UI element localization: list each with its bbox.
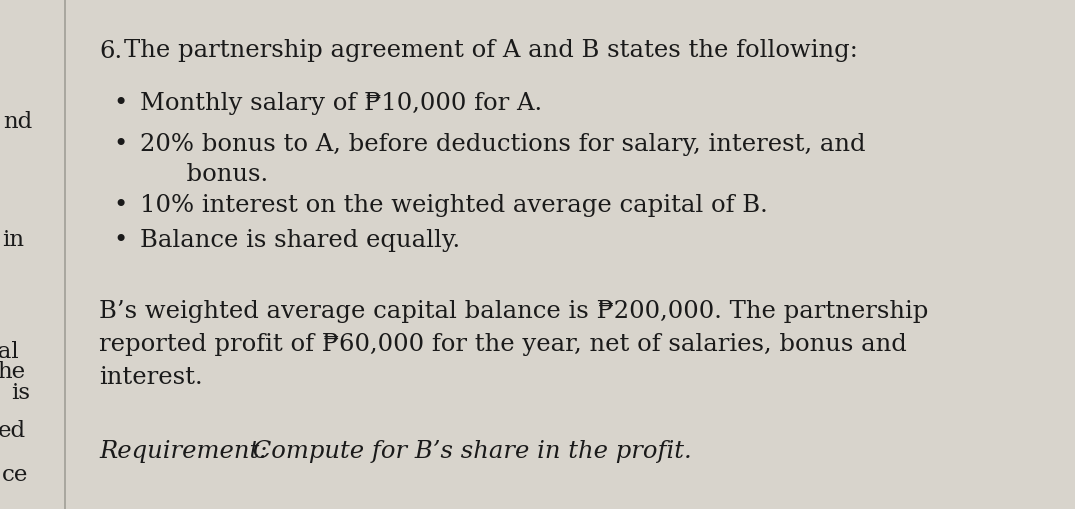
Text: B’s weighted average capital balance is ₱200,000. The partnership: B’s weighted average capital balance is … xyxy=(99,299,929,322)
Text: 6.: 6. xyxy=(99,39,123,63)
Text: 10% interest on the weighted average capital of B.: 10% interest on the weighted average cap… xyxy=(140,193,768,216)
Text: Requirement:: Requirement: xyxy=(99,439,268,462)
Text: Compute for B’s share in the profit.: Compute for B’s share in the profit. xyxy=(245,439,692,462)
Text: •: • xyxy=(113,92,128,115)
Text: 20% bonus to A, before deductions for salary, interest, and
      bonus.: 20% bonus to A, before deductions for sa… xyxy=(140,132,865,185)
Text: reported profit of ₱60,000 for the year, net of salaries, bonus and: reported profit of ₱60,000 for the year,… xyxy=(99,332,906,355)
Text: is: is xyxy=(11,381,30,403)
Text: interest.: interest. xyxy=(99,365,202,388)
Text: •: • xyxy=(113,229,128,252)
Text: ual: ual xyxy=(0,340,19,362)
Text: ed: ed xyxy=(0,419,26,441)
Text: •: • xyxy=(113,193,128,216)
Text: he: he xyxy=(0,360,26,383)
Text: •: • xyxy=(113,132,128,155)
Text: Balance is shared equally.: Balance is shared equally. xyxy=(140,229,460,252)
Text: Monthly salary of ₱10,000 for A.: Monthly salary of ₱10,000 for A. xyxy=(140,92,542,115)
Text: ce: ce xyxy=(1,463,28,486)
Text: in: in xyxy=(2,228,24,250)
Text: nd: nd xyxy=(3,111,32,133)
Text: The partnership agreement of A and B states the following:: The partnership agreement of A and B sta… xyxy=(124,39,858,63)
